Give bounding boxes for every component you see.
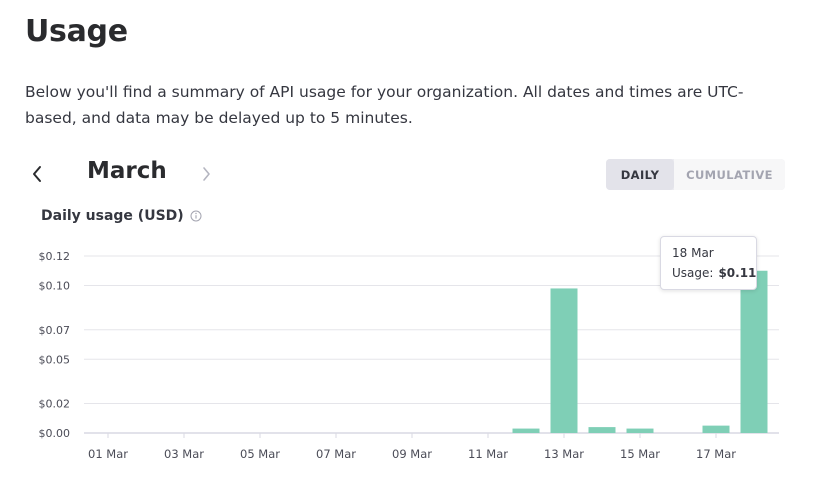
previous-month-button[interactable] [25, 155, 49, 193]
month-label: March [87, 158, 167, 184]
x-tick-label: 03 Mar [164, 447, 204, 461]
chevron-right-icon [203, 167, 210, 181]
daily-tab[interactable]: DAILY [606, 159, 674, 190]
tooltip-value: $0.11 [718, 266, 757, 280]
next-month-button[interactable] [195, 155, 219, 193]
chart-title-text: Daily usage (USD) [41, 208, 184, 224]
x-tick-label: 11 Mar [468, 447, 508, 461]
y-tick-label: $0.05 [39, 353, 71, 366]
bar-12-mar [512, 428, 540, 433]
page-title: Usage [25, 14, 128, 49]
x-tick-label: 07 Mar [316, 447, 356, 461]
tooltip-row: Usage: $0.11 [672, 266, 756, 280]
chevron-left-icon [33, 166, 41, 182]
tooltip-label: Usage: [672, 266, 714, 280]
view-toggle: DAILY CUMULATIVE [606, 159, 785, 190]
chart-title: Daily usage (USD) [41, 208, 202, 224]
info-icon[interactable] [190, 210, 202, 222]
bar-18-mar [740, 270, 768, 433]
x-tick-label: 13 Mar [544, 447, 584, 461]
bar-13-mar [550, 288, 578, 433]
x-tick-label: 01 Mar [88, 447, 128, 461]
y-tick-label: $0.02 [39, 398, 71, 411]
tooltip-date: 18 Mar [672, 246, 714, 260]
bar-14-mar [588, 427, 616, 433]
bar-17-mar [702, 425, 730, 433]
x-tick-label: 17 Mar [696, 447, 736, 461]
y-tick-label: $0.12 [39, 250, 71, 263]
x-tick-label: 05 Mar [240, 447, 280, 461]
y-tick-label: $0.07 [39, 324, 71, 337]
page-description: Below you'll find a summary of API usage… [25, 83, 744, 127]
x-tick-label: 15 Mar [620, 447, 660, 461]
y-tick-label: $0.10 [39, 280, 71, 293]
bar-15-mar [626, 428, 654, 433]
x-tick-label: 09 Mar [392, 447, 432, 461]
y-tick-label: $0.00 [39, 427, 71, 440]
chart-tooltip: 18 Mar Usage: $0.11 [660, 236, 757, 290]
cumulative-tab[interactable]: CUMULATIVE [674, 159, 785, 190]
